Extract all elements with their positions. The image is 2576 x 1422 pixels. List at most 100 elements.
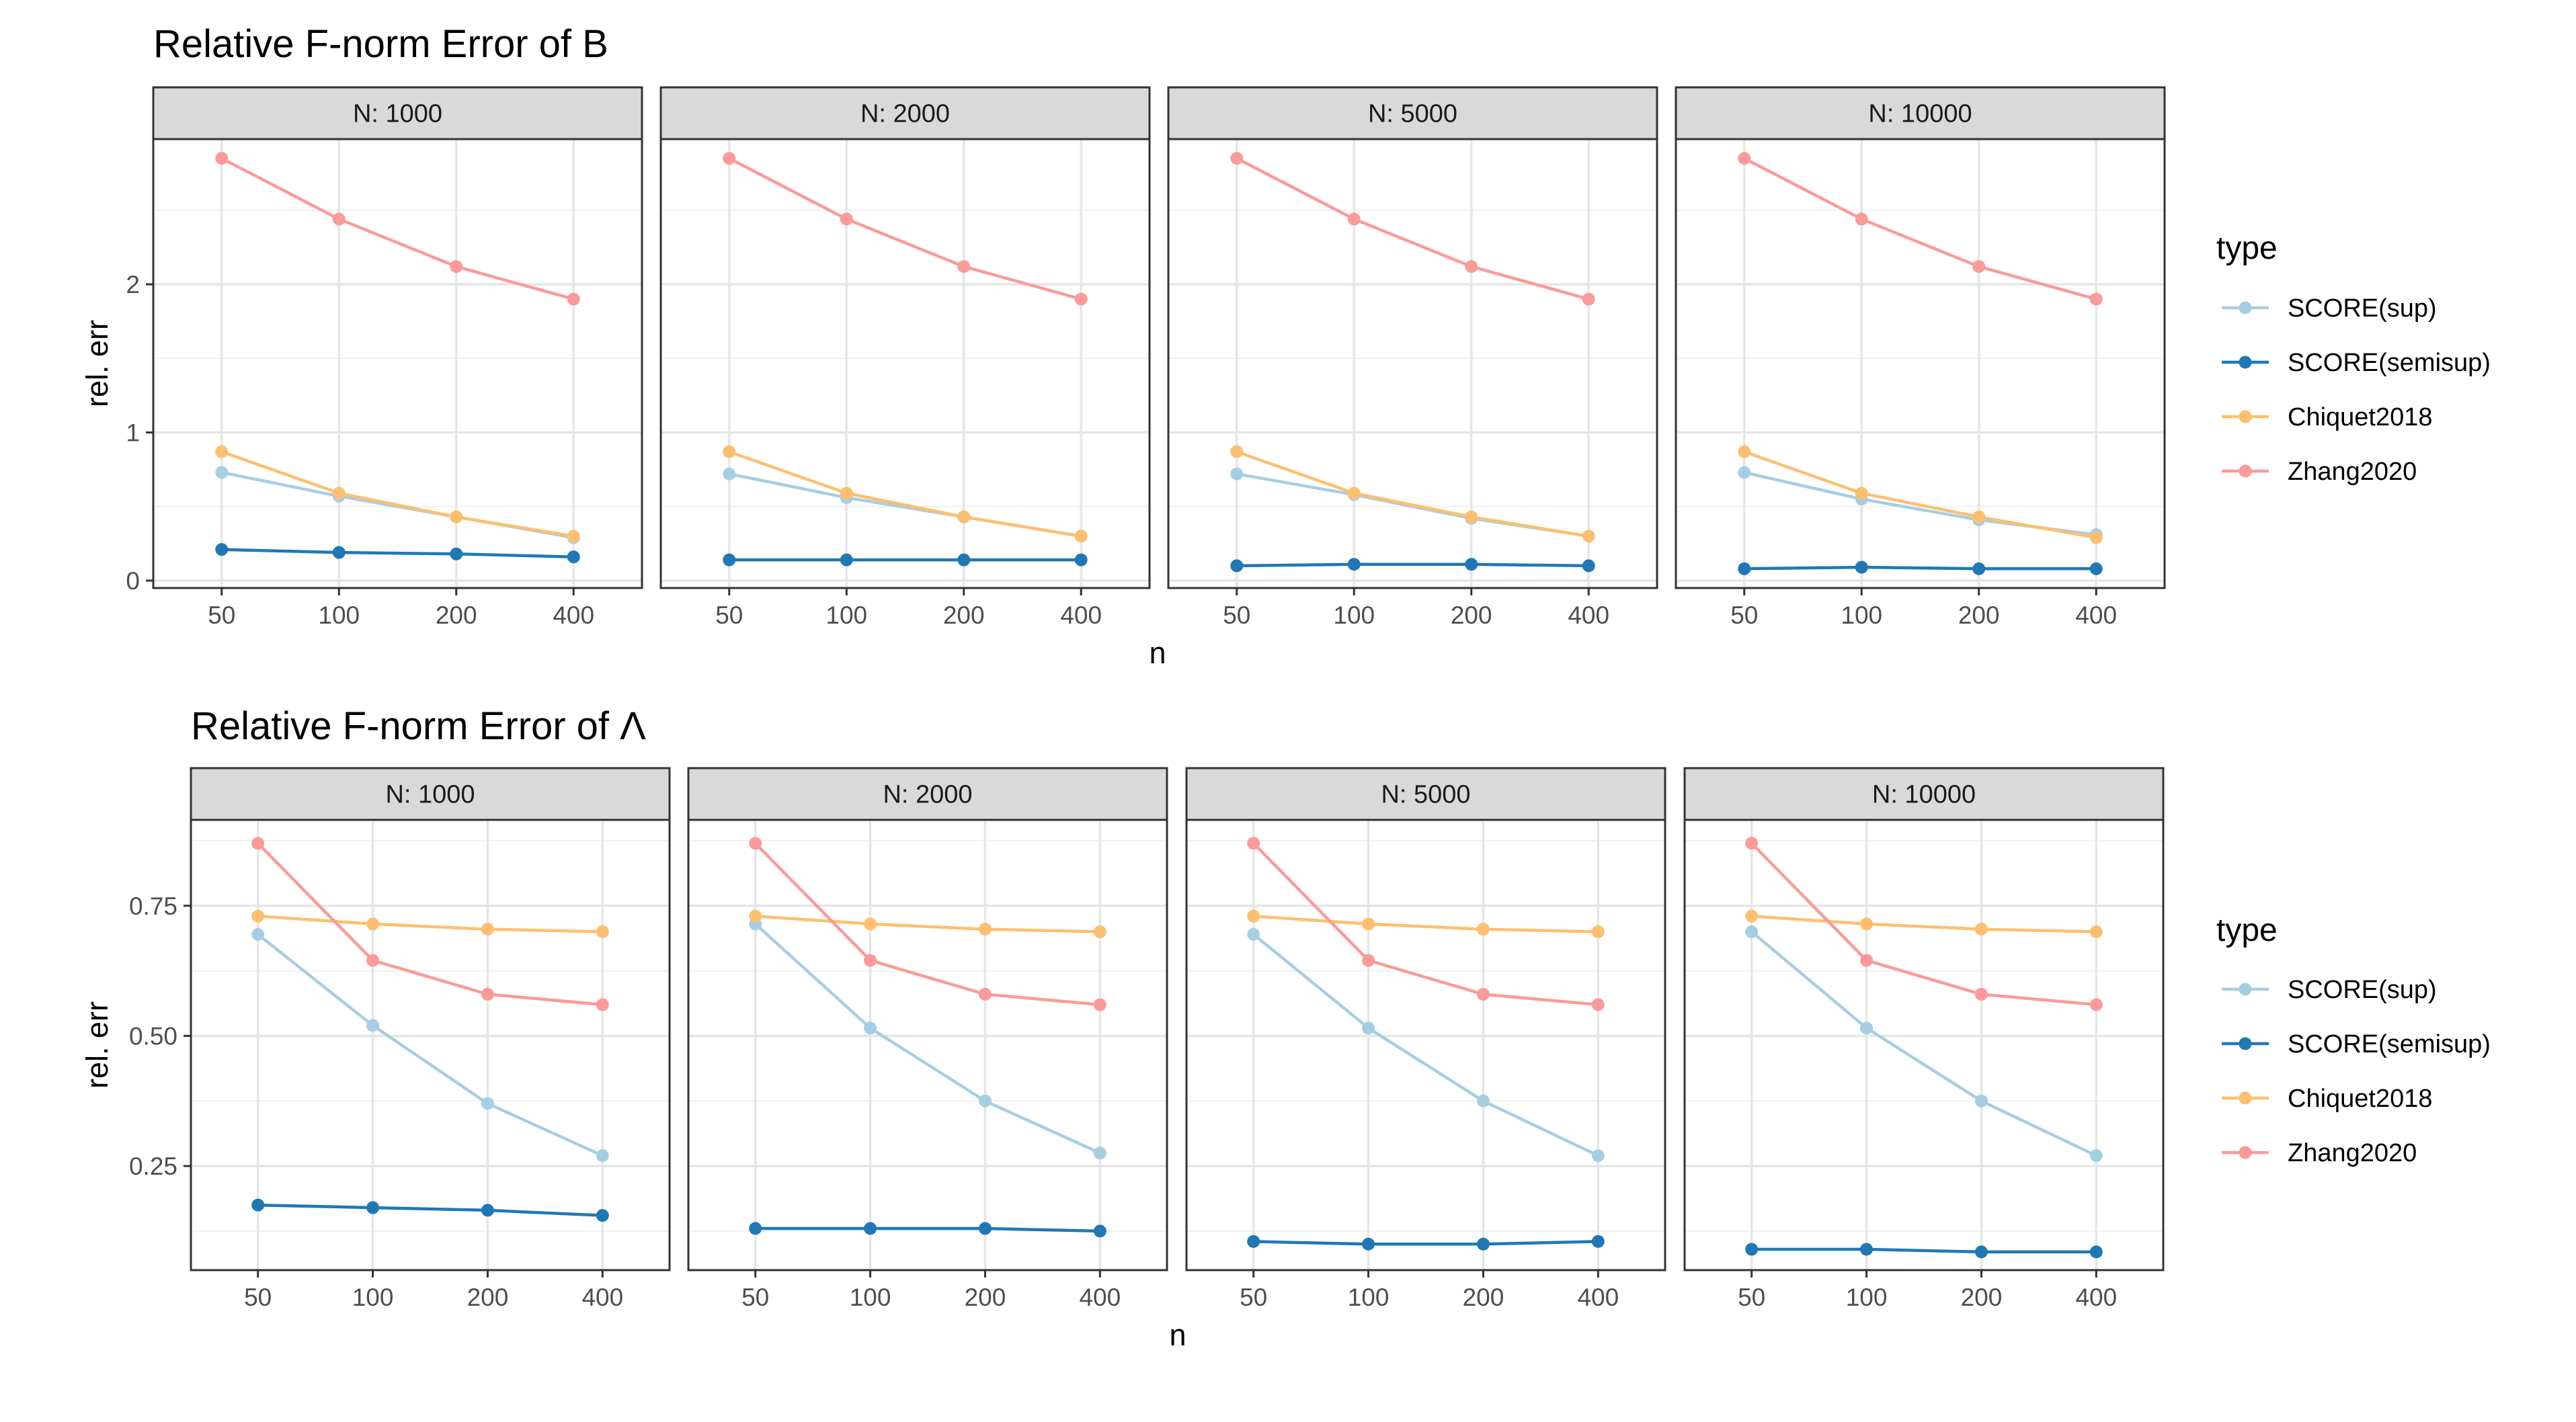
series-line [257,1203,603,1217]
series-line [1744,450,2097,540]
legend-label: SCORE(semisup) [2288,1030,2491,1058]
data-point [251,837,265,850]
data-point [749,837,762,850]
facet-strip [190,767,671,821]
data-point [1074,553,1088,567]
data-point [1745,837,1759,850]
data-point [1974,1245,1988,1259]
series-line [1744,565,2097,571]
y-tick-label: 0.75 [129,892,177,920]
x-tick-label: 50 [244,1284,272,1311]
x-tick-label: 50 [1223,601,1250,629]
facet-panel-2000: N: 2000 50 100 200 400 [687,767,1168,1311]
legend: type SCORE(sup) SCORE(semisup) Chiquet2018 Z… [2216,913,2491,1167]
data-point [957,553,971,567]
panel-background [191,820,670,1270]
series-line [754,923,1101,1155]
data-point [978,1094,992,1107]
series-line [257,842,603,1007]
series-zhang2020 [1247,837,1605,1011]
data-point [723,445,736,458]
data-point [1591,1235,1605,1248]
data-point [1582,530,1595,543]
series-score-semisup [749,1222,1106,1238]
data-point [840,212,853,226]
facet-strip-label: N: 5000 [1381,781,1470,809]
facet-strip-label: N: 1000 [353,100,442,128]
series-score-sup [251,927,609,1163]
data-point [1591,1149,1605,1163]
x-tick-label: 400 [581,1284,623,1311]
data-point [567,550,580,564]
data-point [332,212,346,226]
legend-item-zhang2020: Zhang2020 [2222,458,2417,486]
data-point [864,954,877,967]
x-tick-label: 200 [1463,1284,1504,1311]
data-point [1093,998,1106,1011]
facet-panel-10000: N: 10000 50 100 200 400 [1683,767,2165,1311]
x-tick-label: 100 [826,601,867,629]
data-point [366,1019,380,1032]
data-point [1745,909,1759,923]
series-line [729,450,1082,538]
chart-title: Relative F-norm Error of B [153,22,608,66]
facet-strip-label: N: 2000 [860,100,950,128]
data-point [2089,998,2103,1011]
series-score-semisup [723,553,1088,567]
data-point [1738,152,1751,165]
legend-label: SCORE(sup) [2288,976,2437,1004]
series-score-semisup [251,1198,609,1222]
panel-background [153,139,642,588]
series-zhang2020 [1230,152,1595,306]
data-point [1855,487,1868,500]
data-point [2089,1149,2103,1163]
legend-key-point [2239,464,2252,478]
data-point [1972,562,1986,575]
x-tick-label: 400 [1577,1284,1619,1311]
x-tick-label: 200 [965,1284,1006,1311]
data-point [215,152,229,165]
series-line [1252,933,1599,1157]
series-line [755,1226,1100,1233]
facet-strip-label: N: 10000 [1872,781,1976,809]
series-chiquet2018 [251,909,609,939]
series-chiquet2018 [215,445,580,543]
data-point [723,553,736,567]
data-point [596,998,609,1011]
series-zhang2020 [723,152,1088,306]
series-line [221,548,574,558]
y-axis-title: rel. err [80,320,114,407]
series-zhang2020 [1738,152,2103,306]
legend-key-point [2239,1091,2252,1105]
legend-key-point [2239,410,2252,423]
series-line [1751,1247,2097,1254]
legend-label: SCORE(sup) [2288,294,2437,323]
panel-border [659,138,1151,589]
data-point [1860,917,1874,931]
x-tick-label: 200 [1961,1284,2003,1311]
data-point [332,487,346,500]
data-point [1860,1243,1874,1256]
series-chiquet2018 [1745,909,2103,939]
panel-border [687,819,1168,1271]
series-zhang2020 [251,837,609,1011]
x-tick-label: 50 [741,1284,769,1311]
series-line [1252,842,1599,1007]
y-axis-title: rel. err [80,1001,114,1089]
panel-background [688,820,1167,1270]
data-point [1860,1021,1874,1035]
series-score-semisup [1738,560,2103,575]
series-chiquet2018 [1738,445,2103,544]
y-tick-label: 0.25 [129,1153,177,1180]
series-score-sup [1745,925,2103,1163]
data-point [1230,445,1244,458]
panel-background [661,139,1150,588]
facet-strip [687,767,1168,821]
data-point [366,954,380,967]
legend-item-score-semisup: SCORE(semisup) [2222,1030,2491,1058]
facet-panel-2000: N: 2000 50 100 200 400 [659,86,1151,629]
data-point [1230,559,1244,573]
chart-root: Relative F-norm Error of B N: 1000 50 100 20… [80,22,2491,1352]
x-tick-label: 100 [318,601,360,629]
